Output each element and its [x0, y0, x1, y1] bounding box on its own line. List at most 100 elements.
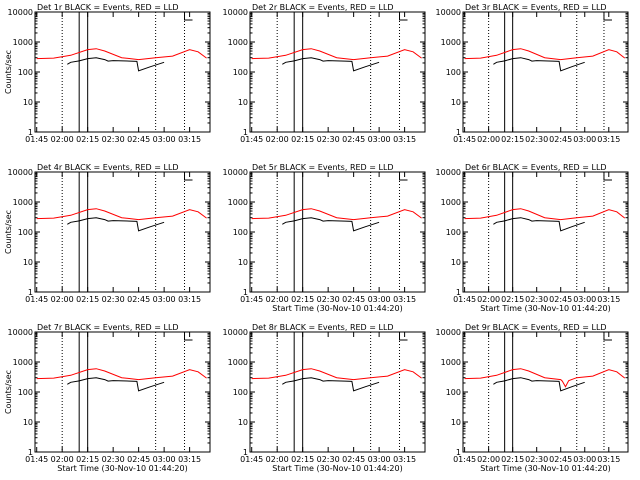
marker-bracket	[399, 332, 408, 341]
lld-series-line	[36, 368, 207, 381]
marker-bracket	[184, 172, 193, 181]
x-tick-label: 02:00	[51, 135, 74, 144]
panel-title: Det 4r BLACK = Events, RED = LLD	[37, 163, 179, 172]
panel-6: Det 6r BLACK = Events, RED = LLD 1 10 100 10…	[436, 163, 629, 313]
panel-title: Det 6r BLACK = Events, RED = LLD	[465, 163, 607, 172]
x-tick-label: 01:45	[453, 135, 476, 144]
y-tick-label: 100	[446, 388, 461, 397]
x-tick-label: 03:00	[573, 295, 596, 304]
plot-frame	[34, 171, 211, 293]
x-tick-label: 03:00	[368, 295, 391, 304]
marker-bracket	[184, 332, 193, 341]
x-tick-label: 02:30	[525, 295, 548, 304]
panel-title: Det 3r BLACK = Events, RED = LLD	[465, 3, 607, 12]
y-tick-label: 1	[456, 128, 461, 137]
y-tick-label: 100	[18, 68, 33, 77]
plot-frame	[249, 331, 426, 453]
marker-bracket	[603, 172, 612, 181]
x-tick-label: 02:15	[291, 455, 314, 464]
x-tick-label: 01:45	[25, 135, 48, 144]
panel-title: Det 8r BLACK = Events, RED = LLD	[252, 323, 394, 332]
y-tick-label: 10	[238, 258, 248, 267]
y-tick-label: 10	[23, 98, 33, 107]
x-tick-label: 02:30	[317, 295, 340, 304]
y-tick-label: 1000	[13, 198, 33, 207]
panel-title: Det 2r BLACK = Events, RED = LLD	[252, 3, 394, 12]
x-tick-label: 02:30	[317, 135, 340, 144]
y-tick-label: 1000	[441, 198, 461, 207]
events-series-line	[282, 57, 380, 72]
x-tick-label: 02:00	[51, 295, 74, 304]
events-series-line	[67, 377, 165, 392]
x-tick-label: 01:45	[453, 455, 476, 464]
x-tick-label: 02:00	[477, 455, 500, 464]
marker-bracket	[184, 12, 193, 21]
x-tick-label: 02:00	[477, 295, 500, 304]
x-tick-label: 03:00	[153, 455, 176, 464]
y-tick-label: 1	[456, 448, 461, 457]
x-tick-label: 01:45	[453, 295, 476, 304]
y-tick-label: 1000	[228, 38, 248, 47]
events-series-line	[493, 57, 585, 72]
x-tick-label: 01:45	[240, 455, 263, 464]
y-tick-label: 1	[243, 288, 248, 297]
events-series-line	[282, 377, 380, 392]
plot-frame	[249, 11, 426, 133]
events-series-line	[493, 217, 585, 232]
y-tick-label: 1000	[13, 358, 33, 367]
x-tick-label: 03:15	[393, 455, 416, 464]
lld-series-line	[464, 208, 626, 221]
y-tick-label: 100	[446, 68, 461, 77]
x-axis-label: Start Time (30-Nov-10 01:44:20)	[272, 304, 402, 313]
x-axis-label: Start Time (30-Nov-10 01:44:20)	[480, 464, 610, 473]
x-tick-label: 02:45	[127, 295, 150, 304]
marker-bracket	[399, 172, 408, 181]
events-series-line	[67, 217, 165, 232]
y-axis-label: Counts/sec	[4, 370, 13, 414]
y-tick-label: 10000	[8, 168, 33, 177]
lld-series-line	[36, 208, 207, 221]
events-series-line	[282, 217, 380, 232]
plot-frame	[34, 331, 211, 453]
x-axis-label: Start Time (30-Nov-10 01:44:20)	[57, 464, 187, 473]
x-tick-label: 02:30	[525, 135, 548, 144]
x-axis-label: Start Time (30-Nov-10 01:44:20)	[480, 304, 610, 313]
y-axis-label: Counts/sec	[4, 50, 13, 94]
lld-series-line	[251, 48, 422, 61]
y-tick-label: 10000	[8, 328, 33, 337]
events-series-line	[493, 377, 585, 392]
y-tick-label: 100	[233, 68, 248, 77]
y-tick-label: 1000	[228, 358, 248, 367]
y-tick-label: 10	[451, 418, 461, 427]
lld-series-line	[251, 368, 422, 381]
x-tick-label: 02:00	[51, 455, 74, 464]
x-tick-label: 03:15	[393, 135, 416, 144]
y-tick-label: 1000	[441, 358, 461, 367]
x-tick-label: 02:45	[342, 295, 365, 304]
x-tick-label: 02:00	[266, 295, 289, 304]
x-tick-label: 03:15	[597, 135, 620, 144]
x-tick-label: 03:15	[178, 295, 201, 304]
panel-5: Det 5r BLACK = Events, RED = LLD 1 10 100 10…	[223, 163, 426, 313]
y-tick-label: 10000	[436, 8, 461, 17]
x-tick-label: 02:15	[501, 455, 524, 464]
x-tick-label: 02:45	[549, 135, 572, 144]
y-tick-label: 1	[456, 288, 461, 297]
panel-2: Det 2r BLACK = Events, RED = LLD 1 10 100 10…	[223, 3, 426, 144]
plot-frame	[462, 11, 629, 133]
y-tick-label: 10000	[436, 168, 461, 177]
y-tick-label: 10000	[436, 328, 461, 337]
y-tick-label: 10	[23, 258, 33, 267]
panel-7: Det 7r BLACK = Events, RED = LLD 1 10 100 10…	[4, 323, 211, 473]
x-tick-label: 02:45	[342, 455, 365, 464]
x-tick-label: 02:30	[525, 455, 548, 464]
y-tick-label: 1000	[228, 198, 248, 207]
x-tick-label: 01:45	[240, 135, 263, 144]
marker-bracket	[603, 332, 612, 341]
y-tick-label: 1	[243, 448, 248, 457]
x-tick-label: 03:15	[178, 135, 201, 144]
y-tick-label: 1000	[441, 38, 461, 47]
panel-title: Det 7r BLACK = Events, RED = LLD	[37, 323, 179, 332]
panel-1: Det 1r BLACK = Events, RED = LLD 1 10 100 10…	[4, 3, 211, 144]
x-tick-label: 02:15	[501, 135, 524, 144]
